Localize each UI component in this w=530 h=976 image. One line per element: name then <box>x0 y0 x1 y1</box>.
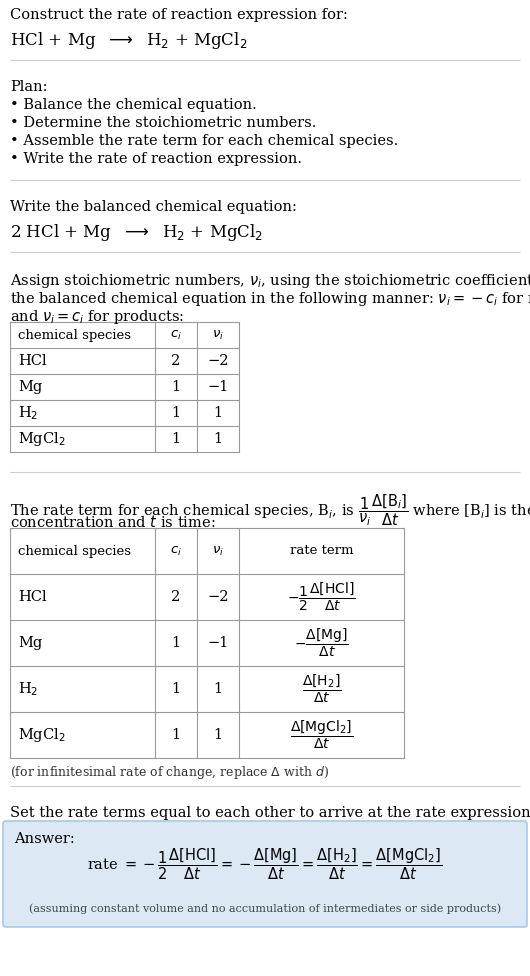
Text: $\dfrac{\Delta[\mathrm{MgCl_2}]}{\Delta t}$: $\dfrac{\Delta[\mathrm{MgCl_2}]}{\Delta … <box>290 719 353 752</box>
Text: MgCl$_2$: MgCl$_2$ <box>18 726 66 744</box>
Text: Write the balanced chemical equation:: Write the balanced chemical equation: <box>10 200 297 214</box>
Text: 2: 2 <box>171 354 181 368</box>
Text: (for infinitesimal rate of change, replace $\Delta$ with $d$): (for infinitesimal rate of change, repla… <box>10 764 329 781</box>
Text: H$_2$: H$_2$ <box>18 404 38 422</box>
Text: 1: 1 <box>171 406 181 420</box>
Text: −2: −2 <box>207 590 229 604</box>
Text: • Determine the stoichiometric numbers.: • Determine the stoichiometric numbers. <box>10 116 316 130</box>
Text: 1: 1 <box>171 728 181 742</box>
Text: chemical species: chemical species <box>18 329 131 342</box>
Text: Answer:: Answer: <box>14 832 75 846</box>
Text: the balanced chemical equation in the following manner: $\nu_i = -c_i$ for react: the balanced chemical equation in the fo… <box>10 290 530 308</box>
Text: $c_i$: $c_i$ <box>170 545 182 557</box>
Text: H$_2$: H$_2$ <box>18 680 38 698</box>
FancyBboxPatch shape <box>3 821 527 927</box>
Text: (assuming constant volume and no accumulation of intermediates or side products): (assuming constant volume and no accumul… <box>29 904 501 914</box>
Text: • Write the rate of reaction expression.: • Write the rate of reaction expression. <box>10 152 302 166</box>
Text: $\dfrac{\Delta[\mathrm{H_2}]}{\Delta t}$: $\dfrac{\Delta[\mathrm{H_2}]}{\Delta t}$ <box>302 672 341 706</box>
Text: $c_i$: $c_i$ <box>170 329 182 342</box>
Text: The rate term for each chemical species, B$_i$, is $\dfrac{1}{\nu_i}\dfrac{\Delt: The rate term for each chemical species,… <box>10 492 530 528</box>
Text: $-\dfrac{1}{2}\dfrac{\Delta[\mathrm{HCl}]}{\Delta t}$: $-\dfrac{1}{2}\dfrac{\Delta[\mathrm{HCl}… <box>287 581 356 613</box>
Text: Set the rate terms equal to each other to arrive at the rate expression:: Set the rate terms equal to each other t… <box>10 806 530 820</box>
Text: Mg: Mg <box>18 380 42 394</box>
Text: $-\dfrac{\Delta[\mathrm{Mg}]}{\Delta t}$: $-\dfrac{\Delta[\mathrm{Mg}]}{\Delta t}$ <box>294 627 349 659</box>
Text: HCl + Mg  $\longrightarrow$  H$_2$ + MgCl$_2$: HCl + Mg $\longrightarrow$ H$_2$ + MgCl$… <box>10 30 248 51</box>
Text: 1: 1 <box>214 682 223 696</box>
Text: concentration and $t$ is time:: concentration and $t$ is time: <box>10 514 216 530</box>
Text: 1: 1 <box>214 432 223 446</box>
Text: $\nu_i$: $\nu_i$ <box>212 329 224 342</box>
Text: −1: −1 <box>207 380 228 394</box>
Text: and $\nu_i = c_i$ for products:: and $\nu_i = c_i$ for products: <box>10 308 184 326</box>
Text: 1: 1 <box>214 728 223 742</box>
Text: Assign stoichiometric numbers, $\nu_i$, using the stoichiometric coefficients, $: Assign stoichiometric numbers, $\nu_i$, … <box>10 272 530 290</box>
Text: 1: 1 <box>214 406 223 420</box>
Text: Construct the rate of reaction expression for:: Construct the rate of reaction expressio… <box>10 8 348 22</box>
Text: • Assemble the rate term for each chemical species.: • Assemble the rate term for each chemic… <box>10 134 398 148</box>
Text: chemical species: chemical species <box>18 545 131 557</box>
Text: • Balance the chemical equation.: • Balance the chemical equation. <box>10 98 257 112</box>
Text: rate $= -\dfrac{1}{2}\dfrac{\Delta[\mathrm{HCl}]}{\Delta t}$$ = -\dfrac{\Delta[\: rate $= -\dfrac{1}{2}\dfrac{\Delta[\math… <box>87 846 443 881</box>
Text: HCl: HCl <box>18 354 47 368</box>
Text: HCl: HCl <box>18 590 47 604</box>
Text: 1: 1 <box>171 636 181 650</box>
Text: MgCl$_2$: MgCl$_2$ <box>18 430 66 448</box>
Text: 2 HCl + Mg  $\longrightarrow$  H$_2$ + MgCl$_2$: 2 HCl + Mg $\longrightarrow$ H$_2$ + MgC… <box>10 222 263 243</box>
Text: Mg: Mg <box>18 636 42 650</box>
Text: rate term: rate term <box>290 545 354 557</box>
Text: 1: 1 <box>171 432 181 446</box>
Text: $\nu_i$: $\nu_i$ <box>212 545 224 557</box>
Text: Plan:: Plan: <box>10 80 48 94</box>
Text: −1: −1 <box>207 636 228 650</box>
Text: −2: −2 <box>207 354 229 368</box>
Text: 1: 1 <box>171 682 181 696</box>
Text: 2: 2 <box>171 590 181 604</box>
Text: 1: 1 <box>171 380 181 394</box>
